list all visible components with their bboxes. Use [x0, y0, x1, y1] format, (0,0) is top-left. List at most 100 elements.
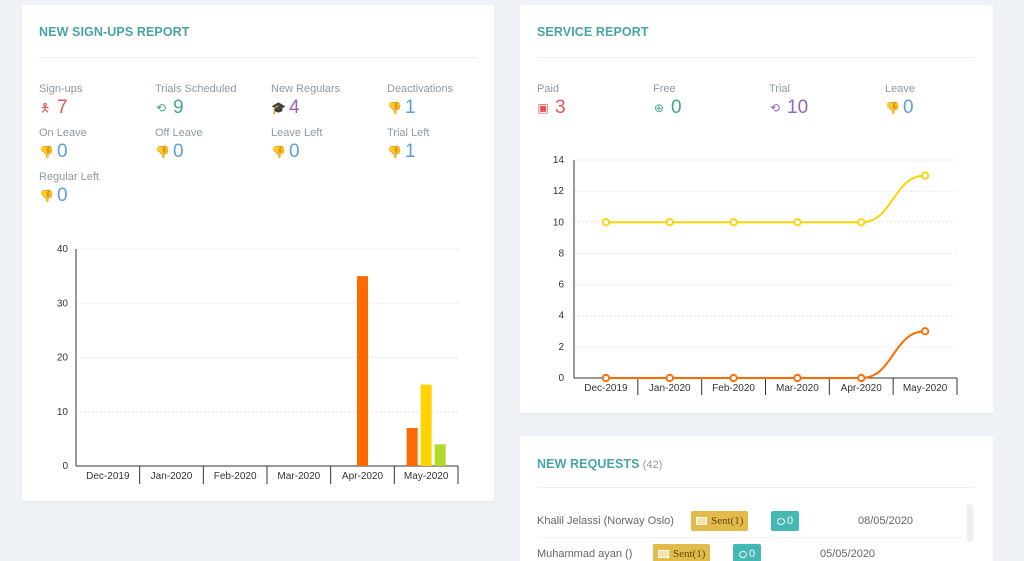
new-requests-title-text: NEW REQUESTS: [537, 457, 640, 471]
sent-badge[interactable]: Sent(1): [691, 511, 749, 531]
data-point: [857, 373, 866, 383]
stat-value: 7: [57, 97, 68, 118]
thumbs-down-icon: 👎: [271, 145, 286, 159]
divider: [537, 487, 975, 488]
stat-regular-left: Regular Left 👎 0: [39, 171, 149, 208]
x-tick-label: Dec-2019: [584, 383, 628, 394]
person-icon: 🯅: [39, 101, 51, 115]
messages-count: 0: [787, 515, 794, 527]
y-tick-label: 0: [558, 373, 564, 384]
stat-label: Paid: [537, 83, 560, 95]
stat-label: Leave Left: [271, 127, 323, 139]
stat-leave-left: Leave Left 👎 0: [271, 127, 381, 164]
signups-bar-chart: 0 10 20 30 40 Dec-2019 Jan-2020 Feb-2020 Mar-202…: [57, 244, 459, 484]
stat-value: 0: [57, 185, 68, 206]
stat-trials-scheduled: Trials Scheduled ⟲ 9: [155, 83, 265, 120]
x-tick-label: Jan-2020: [649, 383, 691, 394]
stat-value-row: ⟲ 10: [769, 96, 879, 120]
service-report-card: SERVICE REPORT Paid ▣ 3 Free ⊕ 0 Trial ⟲ 10 Leave…: [520, 5, 993, 413]
request-date: 08/05/2020: [858, 515, 914, 527]
service-line-chart: 0 2 4 6 8 10 12 14 Dec-2019 Jan-2020 Feb-2020 Mar-2…: [553, 155, 958, 395]
stat-value-row: 👎 0: [885, 96, 995, 120]
data-point: [665, 218, 674, 227]
stat-label: Leave: [885, 83, 915, 95]
stat-label: Deactivations: [387, 83, 454, 95]
stat-off-leave: Off Leave 👎 0: [155, 127, 265, 164]
stat-value-row: 👎 0: [39, 184, 149, 208]
stat-value: 0: [173, 141, 184, 162]
stat-value-row: ⟲ 9: [155, 96, 265, 120]
series-line: [605, 174, 926, 224]
y-tick-label: 4: [558, 311, 564, 322]
x-tick-label: Dec-2019: [86, 471, 130, 482]
x-tick-label: Jan-2020: [151, 471, 193, 482]
history-icon: ⟲: [769, 101, 781, 115]
stat-label: New Regulars: [271, 83, 341, 95]
stat-value-row: 👎 0: [155, 140, 265, 164]
stat-on-leave: On Leave 👎 0: [39, 127, 149, 164]
thumbs-down-icon: 👎: [155, 145, 170, 159]
money-icon: ▣: [537, 101, 549, 115]
stat-trial: Trial ⟲ 10: [769, 83, 879, 120]
stat-value: 4: [289, 97, 300, 118]
x-tick-label: May-2020: [903, 383, 948, 394]
y-tick-label: 20: [57, 353, 69, 364]
y-tick-label: 12: [553, 186, 565, 197]
thumbs-down-icon: 👎: [387, 145, 402, 159]
stat-value-row: 👎 0: [271, 140, 381, 164]
request-date: 05/05/2020: [820, 548, 876, 560]
stat-value-row: 👎 1: [387, 140, 497, 164]
y-tick-label: 10: [553, 217, 565, 228]
sent-badge[interactable]: Sent(1): [653, 544, 711, 561]
scrollbar[interactable]: [967, 504, 973, 542]
y-tick-label: 40: [57, 244, 69, 255]
bar: [357, 276, 368, 466]
stat-value: 1: [405, 97, 416, 118]
row-divider: [537, 537, 962, 538]
thumbs-down-icon: 👎: [39, 145, 54, 159]
graduation-cap-icon: 🎓: [271, 101, 286, 115]
stat-value-row: ▣ 3: [537, 96, 647, 120]
x-tick-label: Mar-2020: [776, 383, 819, 394]
request-name[interactable]: Khalil Jelassi (Norway Oslo): [537, 515, 674, 527]
stat-trial-left: Trial Left 👎 1: [387, 127, 497, 164]
request-row[interactable]: Khalil Jelassi (Norway Oslo): [537, 511, 674, 531]
thumbs-down-icon: 👎: [387, 101, 402, 115]
data-point: [920, 171, 930, 180]
series-line: [605, 330, 926, 379]
divider: [537, 57, 975, 58]
data-point: [793, 373, 802, 383]
request-name[interactable]: Muhammad ayan (): [537, 548, 633, 560]
data-point: [665, 373, 674, 383]
stat-label: Trial Left: [387, 127, 430, 139]
messages-badge[interactable]: 0: [771, 511, 800, 531]
stat-label: Free: [653, 83, 676, 95]
request-row[interactable]: Muhammad ayan (): [537, 544, 632, 561]
stat-value: 10: [787, 97, 809, 118]
history-icon: ⟲: [155, 101, 167, 115]
stat-free: Free ⊕ 0: [653, 83, 763, 120]
x-tick-label: Apr-2020: [342, 471, 384, 482]
stat-value-row: 👎 0: [39, 140, 149, 164]
stat-new-regulars: New Regulars 🎓 4: [271, 83, 381, 120]
comments-icon: [739, 550, 747, 558]
sent-label: Sent(1): [673, 548, 706, 560]
stat-value: 0: [289, 141, 300, 162]
data-point: [601, 218, 611, 227]
x-tick-label: Mar-2020: [277, 471, 320, 482]
stat-label: On Leave: [39, 127, 87, 139]
stat-paid: Paid ▣ 3: [537, 83, 647, 120]
stat-value: 3: [555, 97, 566, 118]
data-point: [920, 327, 930, 336]
stat-value-row: 🯅 7: [39, 96, 149, 120]
stat-value: 9: [173, 97, 184, 118]
stat-value: 0: [57, 141, 68, 162]
signups-report-card: NEW SIGN-UPS REPORT Sign-ups 🯅 7 Trials Sch…: [22, 5, 494, 501]
sent-label: Sent(1): [711, 515, 744, 527]
x-tick-label: Feb-2020: [712, 383, 755, 394]
y-tick-label: 30: [57, 298, 69, 309]
stat-deactivations: Deactivations 👎 1: [387, 83, 497, 120]
y-tick-label: 10: [57, 407, 69, 418]
stat-leave: Leave 👎 0: [885, 83, 995, 120]
messages-badge[interactable]: 0: [733, 544, 762, 561]
